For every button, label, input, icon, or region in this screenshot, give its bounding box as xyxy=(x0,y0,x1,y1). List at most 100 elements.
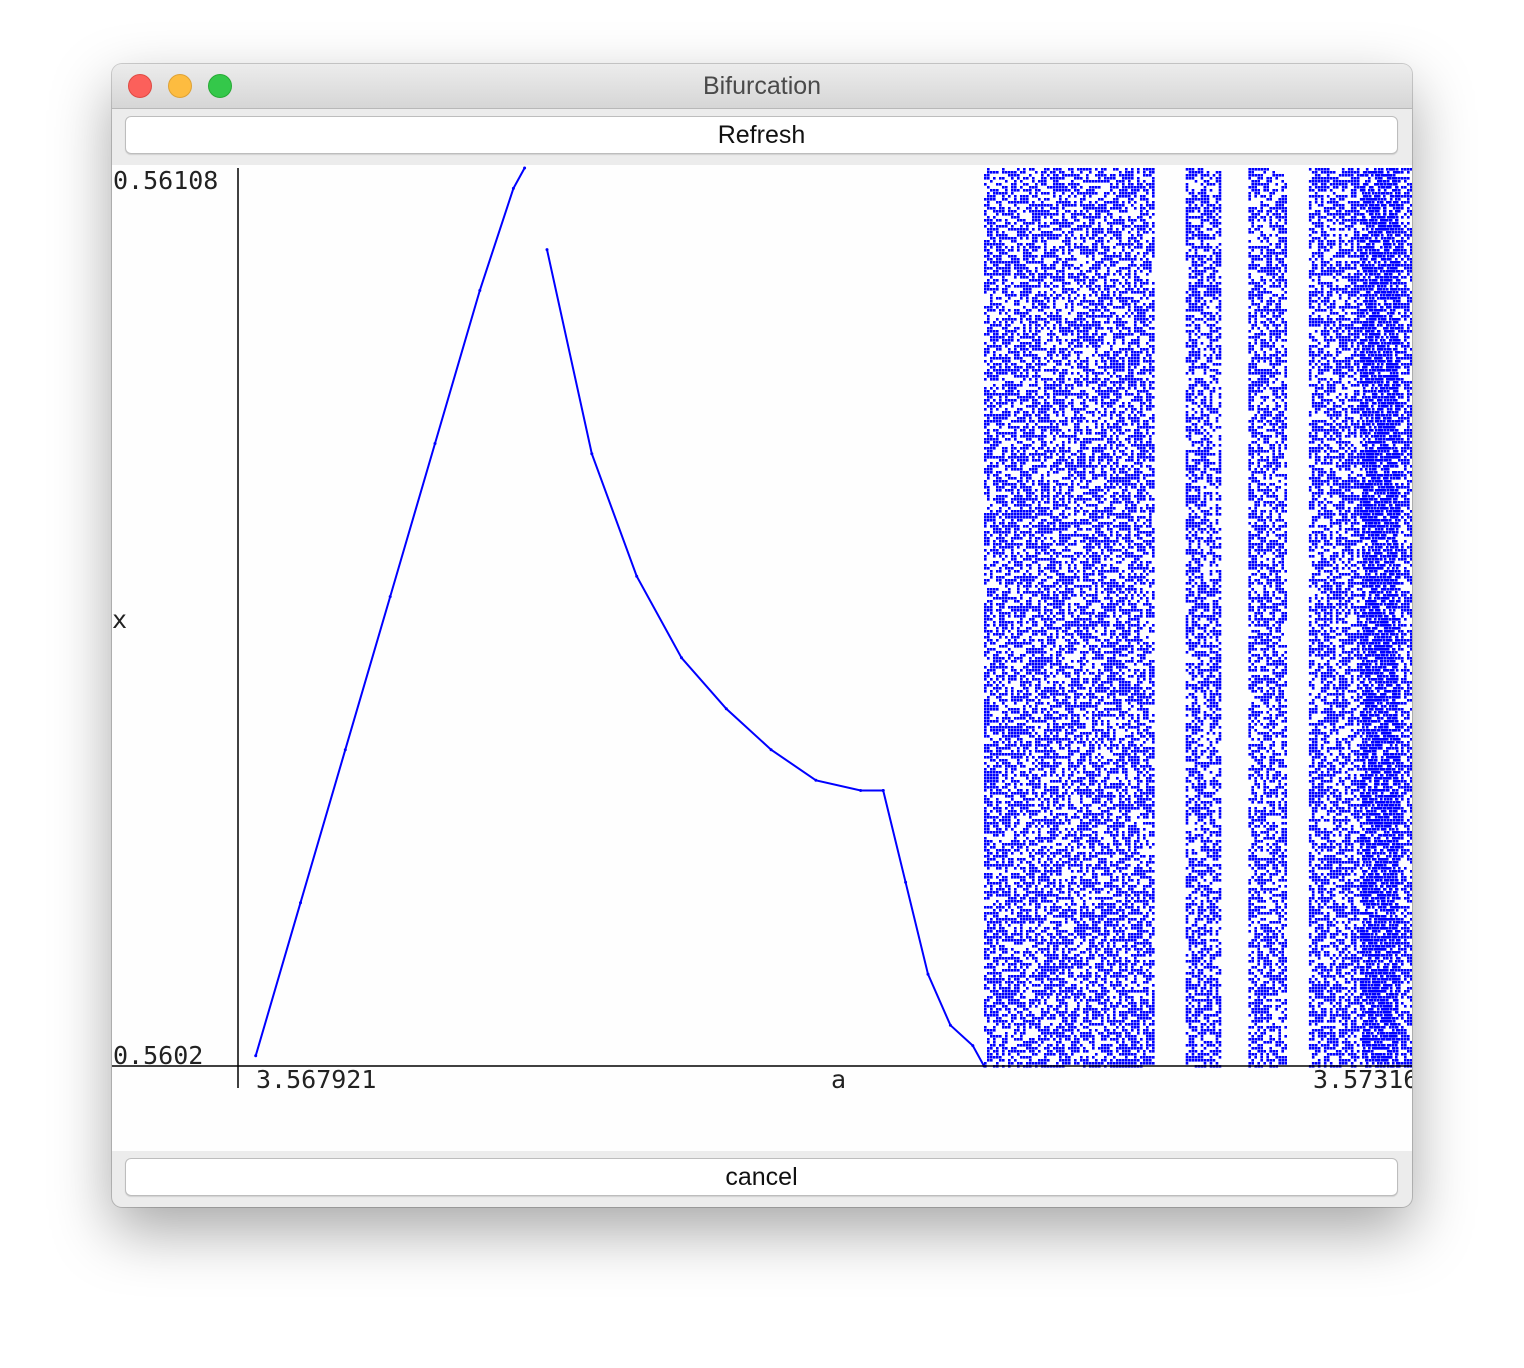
scatter-point xyxy=(1134,639,1137,642)
scatter-point xyxy=(1047,567,1050,570)
scatter-point xyxy=(1026,207,1029,210)
scatter-point xyxy=(1128,627,1131,630)
scatter-point xyxy=(1131,555,1134,558)
scatter-point xyxy=(1014,525,1017,528)
scatter-point xyxy=(1104,252,1107,255)
scatter-point xyxy=(1086,261,1089,264)
scatter-point xyxy=(1122,600,1125,603)
scatter-point xyxy=(1011,249,1014,252)
scatter-point xyxy=(1035,489,1038,492)
scatter-point xyxy=(993,216,996,219)
scatter-point xyxy=(1020,495,1023,498)
scatter-point xyxy=(1140,576,1143,579)
scatter-point xyxy=(1062,591,1065,594)
scatter-point xyxy=(1080,330,1083,333)
scatter-point xyxy=(1101,372,1104,375)
scatter-point xyxy=(1125,459,1128,462)
scatter-point xyxy=(1122,603,1125,606)
scatter-point xyxy=(1041,201,1044,204)
scatter-point xyxy=(1044,612,1047,615)
scatter-point xyxy=(1086,552,1089,555)
scatter-point xyxy=(1140,492,1143,495)
scatter-point xyxy=(1038,408,1041,411)
scatter-point xyxy=(1038,336,1041,339)
scatter-point xyxy=(1098,300,1101,303)
scatter-point xyxy=(1131,258,1134,261)
bifurcation-plot-panel[interactable]: 0.56108 0.5602 x 3.567921 a 3.57316 xyxy=(112,165,1412,1151)
scatter-point xyxy=(1128,192,1131,195)
scatter-point xyxy=(1098,180,1101,183)
scatter-point xyxy=(1074,216,1077,219)
scatter-point xyxy=(1062,483,1065,486)
scatter-point xyxy=(1053,597,1056,600)
scatter-point xyxy=(1044,486,1047,489)
scatter-point xyxy=(1008,222,1011,225)
scatter-point xyxy=(1029,582,1032,585)
scatter-point xyxy=(1116,426,1119,429)
scatter-point xyxy=(1140,204,1143,207)
scatter-point xyxy=(1092,354,1095,357)
scatter-point xyxy=(1068,330,1071,333)
scatter-point xyxy=(1143,567,1146,570)
scatter-point xyxy=(1137,549,1140,552)
scatter-point xyxy=(1146,354,1149,357)
scatter-point xyxy=(1086,369,1089,372)
scatter-point xyxy=(1125,174,1128,177)
scatter-point xyxy=(990,549,993,552)
scatter-point xyxy=(1128,624,1131,627)
scatter-point xyxy=(1038,417,1041,420)
scatter-point xyxy=(1083,336,1086,339)
scatter-point xyxy=(1008,270,1011,273)
scatter-point xyxy=(1074,351,1077,354)
scatter-point xyxy=(1068,609,1071,612)
scatter-point xyxy=(1119,381,1122,384)
scatter-point xyxy=(1146,369,1149,372)
scatter-point xyxy=(1122,348,1125,351)
scatter-point xyxy=(984,525,987,528)
scatter-point xyxy=(1032,354,1035,357)
scatter-point xyxy=(1098,573,1101,576)
scatter-point xyxy=(1101,423,1104,426)
scatter-point xyxy=(1104,333,1107,336)
scatter-point xyxy=(1083,609,1086,612)
scatter-point xyxy=(1119,495,1122,498)
scatter-point xyxy=(1119,405,1122,408)
scatter-point xyxy=(1152,189,1155,192)
bifurcation-chart[interactable]: 0.56108 0.5602 x 3.567921 a 3.57316 xyxy=(112,165,1412,1151)
scatter-point xyxy=(1014,300,1017,303)
scatter-point xyxy=(1131,393,1134,396)
scatter-point xyxy=(984,480,987,483)
scatter-point xyxy=(1035,306,1038,309)
scatter-point xyxy=(1146,564,1149,567)
scatter-point xyxy=(1104,360,1107,363)
scatter-point xyxy=(1014,432,1017,435)
scatter-point xyxy=(1137,288,1140,291)
refresh-button[interactable]: Refresh xyxy=(125,116,1398,154)
scatter-point xyxy=(1116,219,1119,222)
title-bar[interactable]: Bifurcation xyxy=(112,64,1412,109)
scatter-point xyxy=(1053,195,1056,198)
scatter-point xyxy=(1011,510,1014,513)
scatter-point xyxy=(1029,618,1032,621)
scatter-point xyxy=(1107,213,1110,216)
scatter-point xyxy=(987,201,990,204)
scatter-point xyxy=(1077,534,1080,537)
scatter-point xyxy=(984,615,987,618)
scatter-point xyxy=(1152,222,1155,225)
scatter-point xyxy=(1122,570,1125,573)
scatter-point xyxy=(1116,198,1119,201)
scatter-point xyxy=(999,261,1002,264)
scatter-point xyxy=(1005,357,1008,360)
scatter-point xyxy=(1137,453,1140,456)
scatter-point xyxy=(1146,246,1149,249)
scatter-point xyxy=(987,255,990,258)
scatter-point xyxy=(1104,597,1107,600)
scatter-point xyxy=(1014,495,1017,498)
scatter-point xyxy=(1086,603,1089,606)
scatter-point xyxy=(1074,195,1077,198)
scatter-point xyxy=(1020,291,1023,294)
scatter-point xyxy=(1005,345,1008,348)
scatter-point xyxy=(1131,552,1134,555)
scatter-point xyxy=(1020,312,1023,315)
scatter-point xyxy=(1083,447,1086,450)
